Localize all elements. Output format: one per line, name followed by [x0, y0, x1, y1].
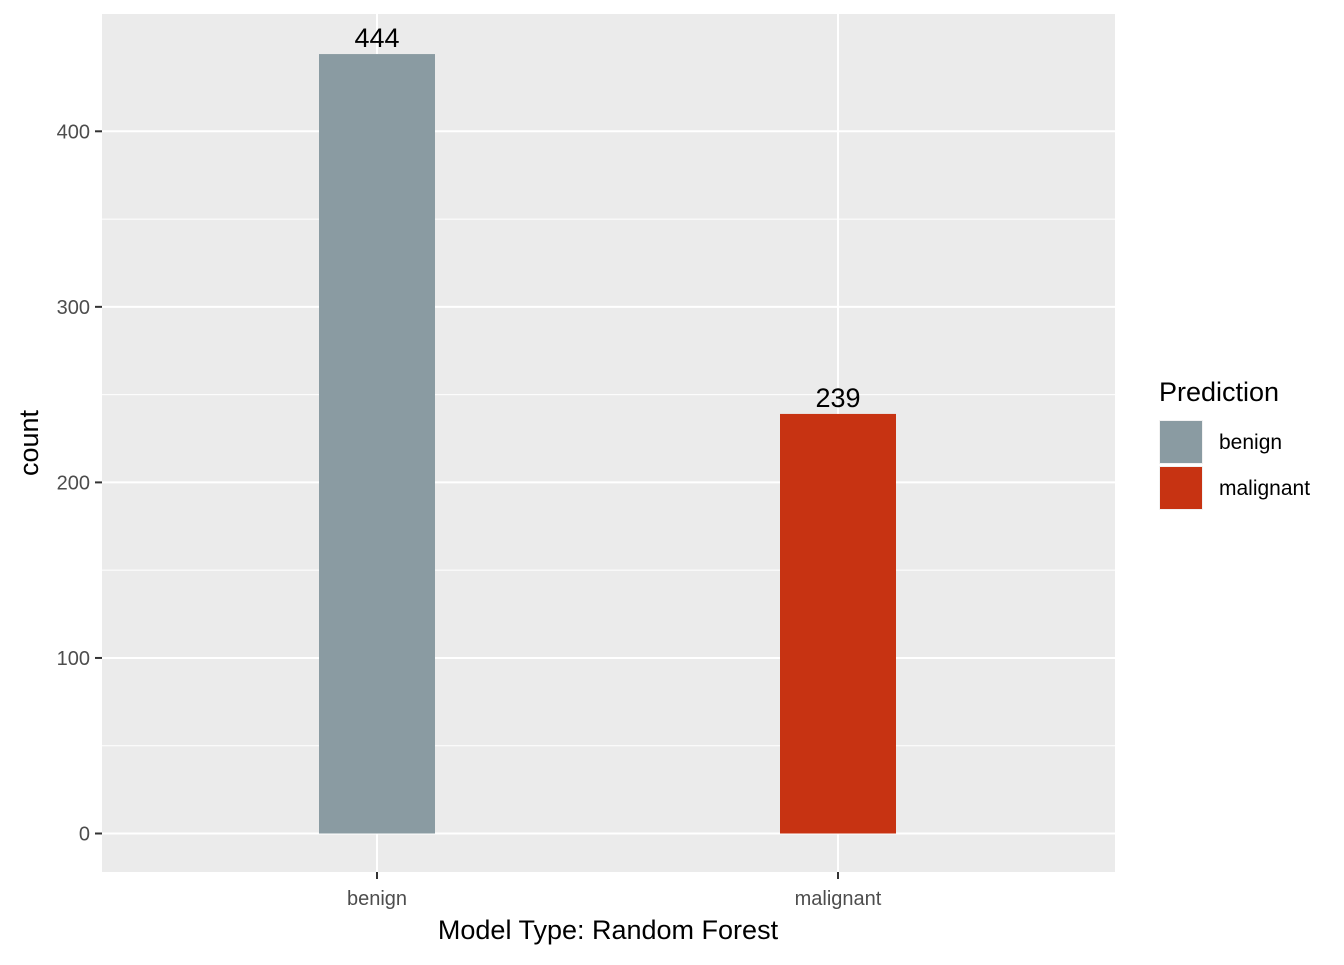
bar-malignant	[780, 413, 896, 834]
data-label: 239	[815, 383, 860, 413]
legend: Prediction benign malignant	[1159, 377, 1310, 510]
legend-label: benign	[1219, 431, 1282, 454]
x-axis: benign malignant	[347, 872, 882, 910]
y-tick-label: 300	[57, 297, 90, 319]
bar-benign	[319, 54, 435, 834]
legend-key-benign	[1160, 421, 1202, 463]
y-tick-label: 400	[57, 121, 90, 143]
y-tick-label: 0	[79, 824, 90, 846]
y-tick-label: 200	[57, 472, 90, 494]
x-tick-label: benign	[347, 888, 407, 910]
legend-title: Prediction	[1159, 377, 1279, 407]
legend-key-malignant	[1160, 467, 1202, 509]
y-axis-title: count	[14, 409, 44, 476]
x-axis-title: Model Type: Random Forest	[438, 915, 779, 945]
x-tick-label: malignant	[795, 888, 882, 910]
legend-label: malignant	[1219, 477, 1310, 500]
bars	[319, 54, 896, 834]
legend-entries: benign malignant	[1159, 420, 1310, 510]
y-tick-label: 100	[57, 648, 90, 670]
data-labels: 444 239	[354, 23, 860, 413]
y-axis: 0 100 200 300 400	[57, 121, 102, 846]
data-label: 444	[354, 23, 399, 53]
plot-panel	[102, 14, 1115, 872]
